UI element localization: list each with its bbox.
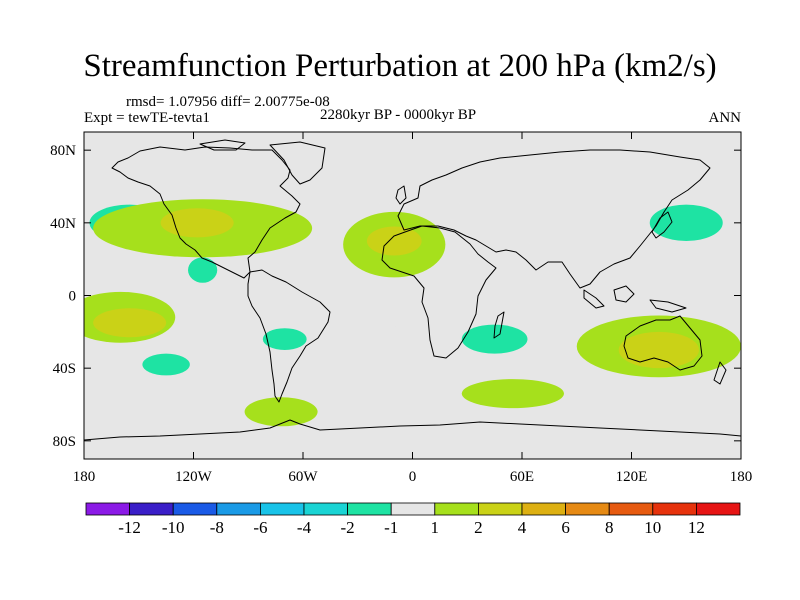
stats-text: rmsd= 1.07956 diff= 2.00775e-08: [126, 94, 330, 110]
axes: 180 120W 60W 0 60E 120E 180 80N 40N 0 40S 80S: [50, 132, 752, 485]
y-tick-label-1: 40N: [50, 216, 76, 232]
colorbar-label-2: -8: [210, 518, 224, 537]
coastline-greenland: [269, 141, 326, 185]
colorbar-swatch-0: [85, 502, 130, 516]
colorbar-swatch-13: [652, 502, 697, 516]
coastline-japan: [651, 211, 673, 239]
colorbar: -12 -10 -8 -6 -4 -2 -1 1 2 4 6 8 10 12: [85, 502, 741, 537]
colorbar-label-12: 10: [644, 518, 661, 537]
coastline-uk: [395, 185, 407, 205]
colorbar-swatch-12: [608, 502, 654, 516]
x-tick-label-5: 120E: [616, 469, 648, 485]
chart-title: Streamfunction Perturbation at 200 hPa (…: [83, 48, 717, 84]
coastline-sumatra: [583, 289, 605, 309]
coastlines: [84, 139, 741, 441]
colorbar-label-4: -4: [297, 518, 312, 537]
colorbar-label-0: -12: [118, 518, 141, 537]
coastline-arctic-islands: [199, 139, 246, 151]
anomaly-region-25: [244, 397, 318, 427]
anomaly-region-17: [160, 208, 234, 238]
y-tick-label-0: 80N: [50, 143, 76, 159]
x-tick-label-2: 60W: [288, 469, 318, 485]
coastline-south-america: [247, 269, 331, 403]
y-tick-label-3: 40S: [53, 361, 76, 377]
colorbar-label-7: 1: [431, 518, 440, 537]
colorbar-label-3: -6: [253, 518, 267, 537]
anomaly-region-0: [193, 164, 303, 205]
colorbar-label-11: 8: [605, 518, 614, 537]
season-text: ANN: [708, 110, 742, 126]
colorbar-label-9: 4: [518, 518, 527, 537]
anomaly-region-19: [366, 226, 422, 256]
coastline-australia: [623, 315, 703, 371]
colorbar-label-1: -10: [162, 518, 185, 537]
colorbar-label-8: 2: [474, 518, 483, 537]
colorbar-swatch-4: [259, 502, 305, 516]
coastline-north-america: [111, 146, 301, 279]
colorbar-label-10: 6: [561, 518, 570, 537]
anomaly-region-15: [461, 324, 528, 354]
coastline-new-zealand: [713, 361, 727, 385]
anomaly-region-11: [262, 328, 307, 350]
colorbar-swatch-9: [477, 502, 523, 516]
coastline-africa: [381, 225, 497, 359]
anomaly-layer: [84, 133, 741, 427]
anomaly-region-6: [649, 204, 723, 241]
colorbar-swatch-5: [303, 502, 348, 516]
colorbar-label-6: -1: [384, 518, 398, 537]
x-tick-label-6: 180: [730, 469, 753, 485]
y-tick-label-4: 80S: [53, 434, 76, 450]
coastline-borneo: [613, 285, 635, 303]
colorbar-label-5: -2: [341, 518, 355, 537]
coastline-new-guinea: [649, 299, 687, 313]
anomaly-region-9: [188, 257, 218, 283]
anomaly-region-21: [93, 308, 167, 338]
colorbar-swatch-14: [696, 502, 741, 516]
x-tick-label-1: 120W: [175, 469, 213, 485]
colorbar-swatch-8: [434, 502, 479, 516]
colorbar-label-13: 12: [688, 518, 705, 537]
anomaly-region-13: [142, 353, 190, 376]
experiment-text: Expt = tewTE-tevta1: [84, 110, 210, 126]
colorbar-swatch-11: [565, 502, 610, 516]
anomaly-region-23: [618, 331, 700, 369]
colorbar-swatch-10: [521, 502, 566, 516]
colorbar-swatch-1: [129, 502, 174, 516]
coastline-antarctica: [84, 419, 741, 441]
anomaly-region-7: [489, 211, 526, 234]
x-tick-label-4: 60E: [510, 469, 534, 485]
x-tick-label-0: 180: [73, 469, 96, 485]
period-text: 2280kyr BP - 0000kyr BP: [320, 107, 477, 123]
coastline-madagascar: [493, 311, 505, 339]
anomaly-region-8: [157, 250, 285, 305]
anomaly-region-24: [461, 379, 564, 409]
colorbar-swatch-3: [216, 502, 261, 516]
colorbar-swatch-6: [347, 502, 392, 516]
x-tick-label-3: 0: [409, 469, 417, 485]
colorbar-swatch-2: [172, 502, 218, 516]
y-tick-label-2: 0: [69, 289, 77, 305]
colorbar-swatch-7: [390, 502, 436, 516]
